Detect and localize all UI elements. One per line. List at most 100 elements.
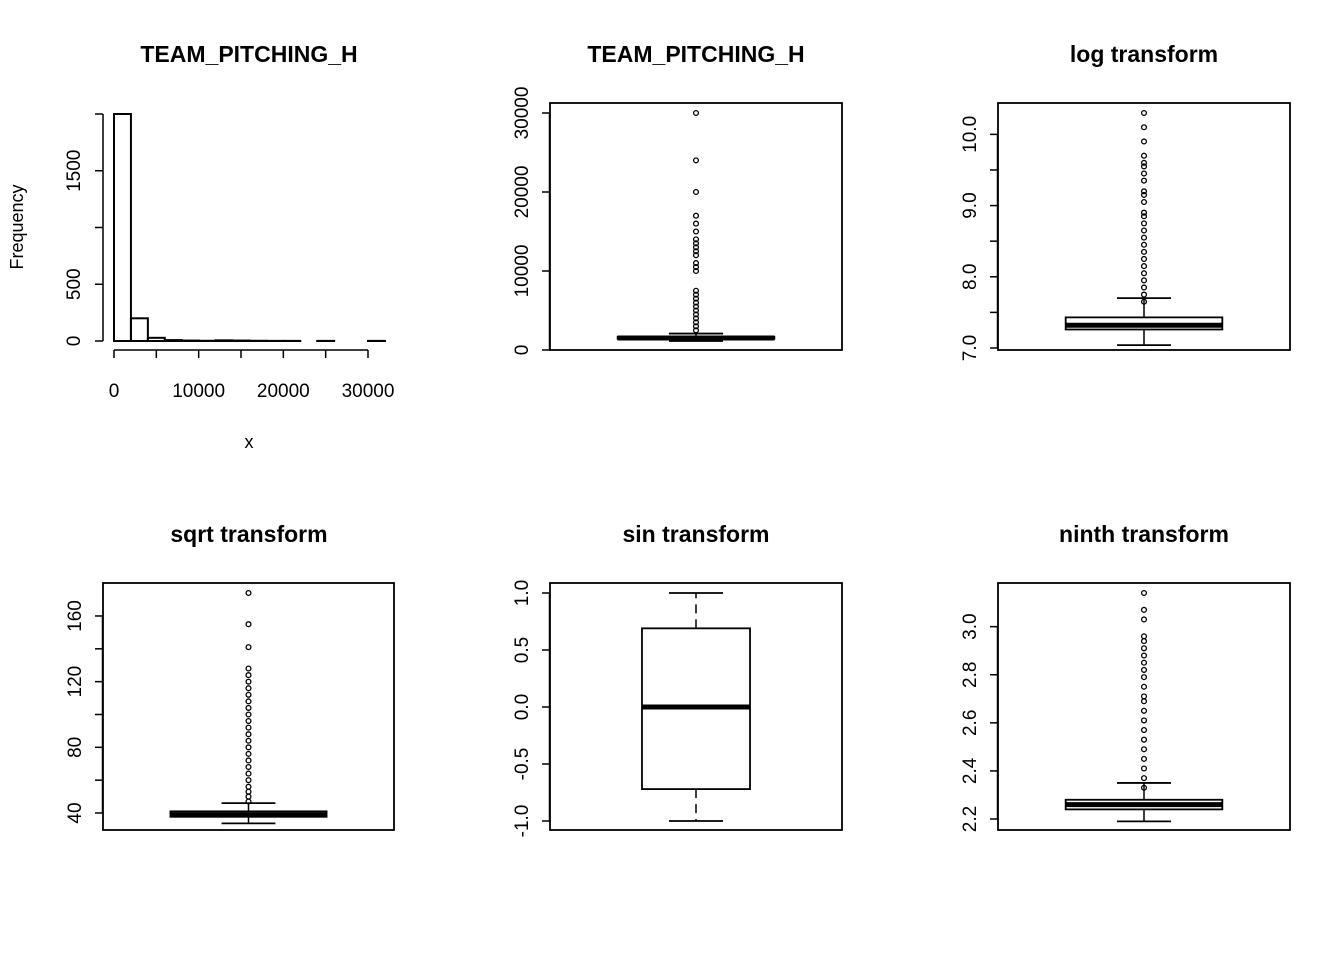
outlier-point — [692, 295, 700, 302]
outlier-point — [692, 228, 700, 235]
outlier-point — [1140, 652, 1148, 659]
outlier-point — [1140, 227, 1148, 234]
outlier-point — [1140, 270, 1148, 277]
y-tick-label: 20000 — [512, 166, 533, 219]
outlier-point — [245, 589, 252, 597]
outlier-point — [1140, 633, 1148, 640]
outlier-point — [1140, 220, 1148, 227]
outlier-point — [692, 299, 700, 306]
panel-title: ninth transform — [1059, 521, 1229, 547]
outlier-point — [1140, 170, 1148, 177]
outlier-point — [1140, 138, 1148, 145]
outlier-point — [692, 315, 700, 322]
outlier-point — [692, 188, 700, 196]
outlier-point — [692, 319, 700, 326]
outlier-point — [245, 744, 252, 751]
outlier-point — [245, 763, 252, 771]
histogram-bar — [113, 113, 132, 342]
panel-title: TEAM_PITCHING_H — [140, 41, 357, 67]
outlier-point — [1140, 616, 1148, 623]
y-tick-label: 160 — [65, 600, 86, 632]
panel-histogram-team-pitching-h: TEAM_PITCHING_H x Frequency 0 10000 20000 3… — [7, 41, 394, 452]
y-tick-label: 1.0 — [512, 580, 533, 606]
outlier-point — [1140, 775, 1148, 782]
outlier-point — [692, 263, 700, 271]
outlier-point — [1140, 693, 1148, 700]
histogram-bar — [214, 339, 234, 343]
panel-title: TEAM_PITCHING_H — [587, 41, 804, 67]
panel-title: log transform — [1070, 41, 1218, 67]
outlier-point — [1140, 248, 1148, 255]
outlier-point — [1140, 209, 1148, 216]
y-tick-label: 3.0 — [960, 613, 981, 639]
y-tick-label: 0 — [512, 345, 533, 356]
outlier-point — [1140, 765, 1148, 772]
outlier-point — [1140, 277, 1148, 284]
outlier-point — [1140, 659, 1148, 666]
histogram-bar — [163, 339, 183, 343]
x-tick-label: 0 — [109, 381, 120, 402]
outlier-point — [245, 698, 252, 705]
outlier-point — [692, 252, 700, 259]
panel-title: sin transform — [623, 521, 770, 547]
panel-boxplot-ninth-transform: ninth transform 2.2 2.4 2.6 2.8 3.0 — [960, 521, 1291, 832]
outlier-point — [245, 731, 252, 738]
y-tick-label: 30000 — [512, 87, 533, 140]
panel-boxplot-team-pitching-h: TEAM_PITCHING_H 0 10000 20000 30000 — [512, 41, 843, 356]
y-tick-label: 0.0 — [512, 694, 533, 720]
panel-title: sqrt transform — [170, 521, 327, 547]
y-tick-label: 7.0 — [960, 335, 981, 361]
outlier-point — [1140, 177, 1148, 184]
y-tick-label: 0.5 — [512, 637, 533, 663]
y-tick-label: 120 — [65, 666, 86, 698]
outlier-point — [692, 212, 700, 219]
outlier-point — [1140, 784, 1148, 791]
y-tick-label: -1.0 — [512, 805, 533, 838]
outlier-point — [1140, 263, 1148, 270]
outlier-point — [692, 157, 700, 164]
y-tick-label: 40 — [65, 802, 86, 823]
outlier-point — [1140, 198, 1148, 206]
y-tick-label: 8.0 — [960, 264, 981, 290]
outlier-point — [692, 240, 700, 247]
outlier-point — [692, 244, 700, 251]
panel-boxplot-sqrt-transform: sqrt transform 40 80 120 160 — [65, 521, 395, 831]
outlier-point — [245, 757, 252, 764]
outlier-point — [245, 621, 252, 628]
outlier-point — [1140, 159, 1148, 166]
outlier-point — [1140, 666, 1148, 673]
x-tick-label: 20000 — [257, 381, 310, 402]
y-tick-label: 500 — [64, 268, 85, 300]
outlier-point — [245, 777, 252, 784]
outlier-point — [245, 711, 252, 718]
outlier-point — [692, 220, 700, 227]
outlier-point — [692, 109, 700, 117]
outlier-point — [1140, 717, 1148, 724]
outlier-point — [1140, 291, 1148, 298]
y-tick-label: -0.5 — [512, 748, 533, 781]
y-tick-label: 10.0 — [960, 116, 981, 153]
outlier-point — [1140, 726, 1148, 734]
outlier-point — [1140, 746, 1148, 753]
y-tick-label: 2.2 — [960, 806, 981, 832]
y-tick-label: 2.4 — [960, 757, 981, 784]
outlier-point — [245, 750, 252, 757]
outlier-point — [692, 267, 700, 275]
outlier-point — [1140, 674, 1148, 681]
outlier-point — [692, 307, 700, 314]
x-tick-label: 10000 — [172, 381, 225, 402]
outlier-point — [692, 323, 700, 330]
outlier-point — [692, 303, 700, 310]
outlier-point — [692, 236, 700, 243]
outlier-point — [1140, 124, 1148, 131]
outlier-point — [1140, 755, 1148, 762]
outlier-point — [1140, 234, 1148, 241]
outlier-point — [1140, 298, 1148, 305]
y-axis-label: Frequency — [7, 184, 27, 269]
outlier-point — [1140, 152, 1148, 159]
outlier-point — [1140, 645, 1148, 652]
outlier-point — [245, 737, 252, 744]
outlier-point — [692, 260, 700, 267]
outlier-point — [245, 770, 252, 777]
